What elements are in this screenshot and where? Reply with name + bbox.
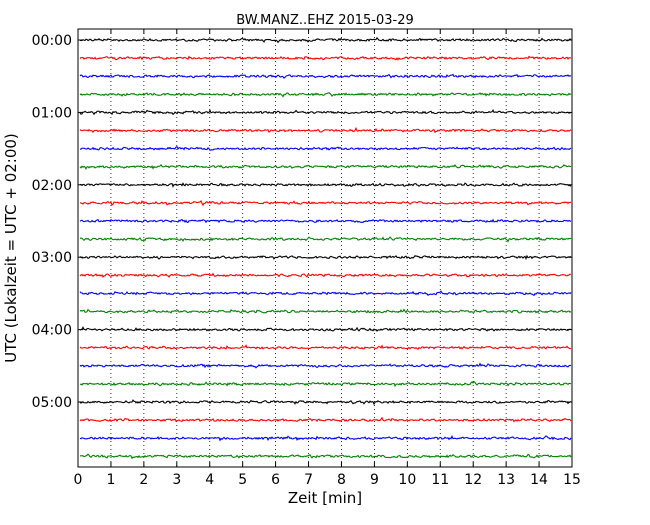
seismic-trace [79, 145, 572, 151]
seismic-trace [79, 399, 572, 406]
x-axis-label: Zeit [min] [288, 489, 362, 507]
y-tick-label: 00:00 [32, 33, 72, 49]
seismic-trace [79, 218, 572, 224]
x-tick-label: 8 [337, 472, 346, 488]
seismic-trace [79, 254, 572, 261]
seismic-trace [79, 73, 572, 79]
x-tick-label: 0 [74, 472, 83, 488]
x-tick-label: 15 [563, 472, 581, 488]
seismic-trace [79, 434, 572, 442]
x-axis-ticks: 0 1 2 3 4 5 6 7 8 9 10 11 12 13 14 15 [74, 29, 581, 488]
y-tick-label: 02:00 [32, 178, 72, 194]
seismic-trace [79, 416, 572, 423]
x-tick-label: 9 [370, 472, 379, 488]
plot-frame [77, 28, 573, 468]
seismic-trace [79, 290, 572, 297]
x-tick-label: 11 [431, 472, 449, 488]
seismic-traces [79, 36, 572, 460]
x-tick-label: 6 [271, 472, 280, 488]
y-axis-label: UTC (Lokalzeit = UTC + 02:00) [2, 133, 20, 363]
x-tick-label: 4 [205, 472, 214, 488]
y-tick-label: 05:00 [32, 395, 72, 411]
seismic-trace [79, 36, 572, 44]
y-axis-ticks: 00:00 01:00 02:00 03:00 04:00 05:00 [32, 33, 572, 411]
x-tick-label: 5 [238, 472, 247, 488]
chart-title: BW.MANZ..EHZ 2015-03-29 [236, 13, 414, 28]
x-tick-label: 2 [139, 472, 148, 488]
seismic-trace [79, 344, 572, 351]
seismic-trace [79, 272, 572, 278]
seismic-trace [79, 362, 572, 369]
seismic-trace [79, 199, 572, 207]
x-tick-label: 3 [172, 472, 181, 488]
seismic-trace [79, 308, 572, 314]
y-tick-label: 03:00 [32, 250, 72, 266]
seismic-trace [79, 182, 572, 188]
seismic-trace [79, 380, 572, 388]
x-tick-label: 12 [464, 472, 482, 488]
seismic-trace [79, 326, 572, 332]
seismic-trace [79, 164, 572, 171]
x-tick-label: 1 [106, 472, 115, 488]
x-tick-label: 14 [530, 472, 548, 488]
seismic-trace [79, 236, 572, 243]
x-tick-label: 13 [497, 472, 515, 488]
seismic-trace [79, 126, 572, 134]
x-tick-label: 7 [304, 472, 313, 488]
x-tick-label: 10 [398, 472, 416, 488]
y-tick-label: 01:00 [32, 105, 72, 121]
seismic-trace [79, 55, 572, 61]
seismic-trace [79, 453, 572, 460]
seismic-trace [79, 92, 572, 98]
seismic-trace [79, 108, 572, 116]
y-tick-label: 04:00 [32, 323, 72, 339]
